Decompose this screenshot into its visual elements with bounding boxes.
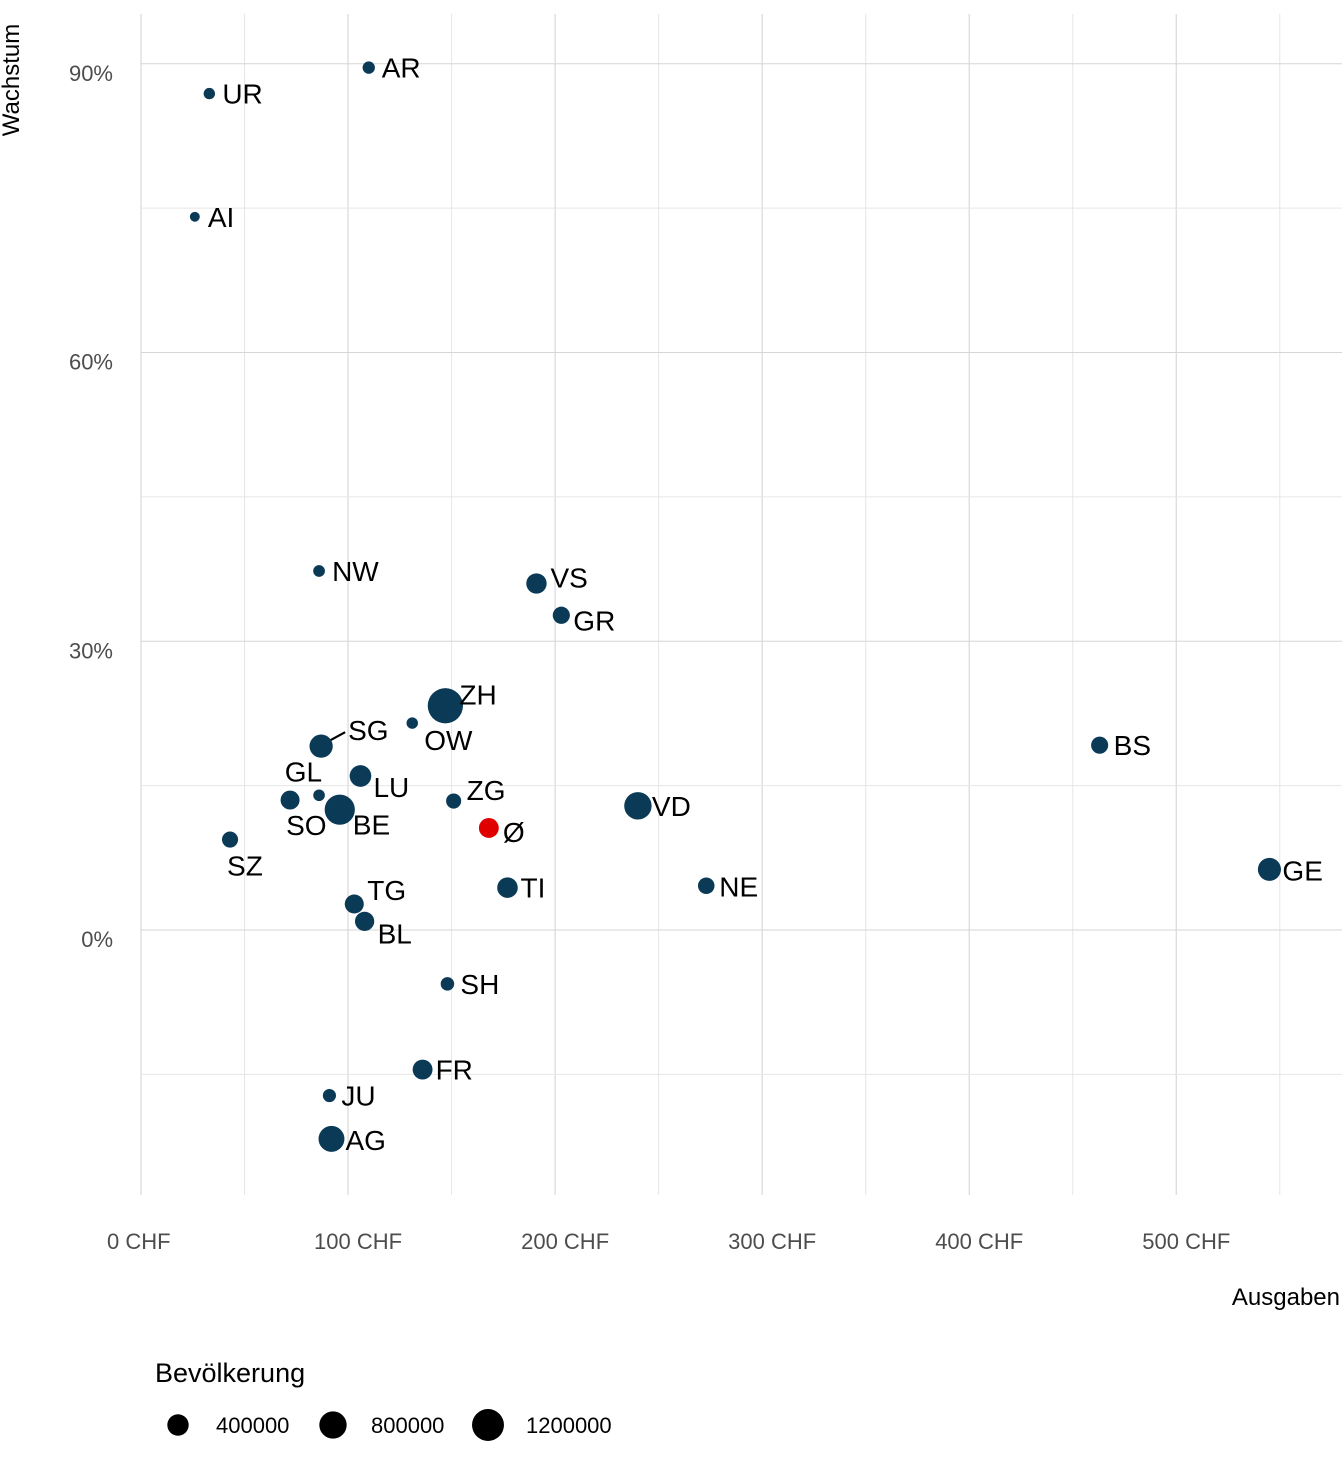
y-tick-label: 0%	[81, 927, 113, 952]
data-point-ai	[189, 211, 200, 222]
point-label-ow: OW	[424, 725, 473, 756]
point-label-be: BE	[353, 810, 390, 841]
x-tick-label: 0 CHF	[107, 1229, 171, 1254]
point-label-ne: NE	[719, 872, 758, 903]
data-point-bs	[1091, 736, 1109, 754]
legend-label: 800000	[371, 1413, 444, 1438]
data-point-ag	[318, 1125, 345, 1152]
y-tick-label: 60%	[69, 350, 113, 375]
legend-key	[319, 1411, 347, 1439]
point-label-lu: LU	[373, 772, 409, 803]
legend-items: 400000 800000 1200000	[167, 1409, 612, 1441]
data-point-fr	[412, 1059, 433, 1080]
size-legend: Bevölkerung 400000 800000 1200000	[155, 1358, 612, 1441]
point-label-ur: UR	[222, 79, 262, 110]
data-point-gl	[313, 789, 325, 802]
point-labels: AR UR AI NW VS GR ZH OW SG BS LU GL SO BE ZG VD Ø SZ TI NE G…	[208, 53, 1323, 1156]
point-label-fr: FR	[436, 1055, 473, 1086]
data-point-ne	[697, 877, 715, 895]
x-tick-label: 300 CHF	[728, 1229, 816, 1254]
data-point-ar	[362, 61, 375, 74]
data-point-sh	[440, 977, 455, 991]
point-label-gl: GL	[285, 756, 322, 787]
grid	[140, 14, 1342, 1195]
point-label-ar: AR	[382, 53, 421, 84]
point-label-zg: ZG	[467, 775, 506, 806]
point-label-ju: JU	[341, 1081, 375, 1112]
y-tick-label: 90%	[69, 61, 113, 86]
data-point-ow	[406, 717, 418, 729]
data-point-ur	[203, 87, 216, 100]
point-label-vs: VS	[550, 563, 587, 594]
data-point-zh	[427, 688, 463, 724]
y-tick-label: 30%	[69, 638, 113, 663]
point-label-bs: BS	[1114, 730, 1151, 761]
point-label-sz: SZ	[227, 851, 263, 882]
point-label-gr: GR	[573, 605, 615, 636]
data-point-sz	[221, 831, 239, 848]
data-point-bl	[354, 911, 375, 931]
legend-label: 1200000	[526, 1413, 612, 1438]
x-axis-title: Ausgaben	[1232, 1284, 1340, 1311]
point-label-tg: TG	[367, 875, 406, 906]
data-point-vs	[526, 573, 547, 594]
legend-key	[167, 1414, 189, 1436]
point-label-sh: SH	[460, 969, 499, 1000]
data-point-be	[324, 794, 355, 825]
data-point-zg	[446, 793, 462, 809]
data-point-ti	[497, 877, 518, 898]
data-point-sg	[309, 734, 333, 758]
average-point	[478, 818, 499, 838]
point-label-ge: GE	[1282, 855, 1322, 886]
x-tick-label: 500 CHF	[1142, 1229, 1230, 1254]
data-point-so	[280, 790, 300, 810]
legend-title: Bevölkerung	[155, 1358, 305, 1388]
x-tick-label: 100 CHF	[314, 1229, 402, 1254]
data-point-vd	[624, 792, 652, 820]
legend-label: 400000	[216, 1413, 289, 1438]
data-point-tg	[344, 894, 364, 914]
data-point-nw	[313, 565, 325, 577]
x-tick-label: 400 CHF	[935, 1229, 1023, 1254]
point-label-so: SO	[286, 810, 326, 841]
point-label-ai: AI	[208, 202, 234, 233]
y-axis-title: Wachstum	[0, 24, 25, 136]
legend-key	[472, 1409, 504, 1441]
axis-ticks: 0 CHF 100 CHF 200 CHF 300 CHF 400 CHF 500 CHF…	[69, 61, 1230, 1254]
point-label-ti: TI	[520, 873, 545, 904]
point-label-ag: AG	[345, 1125, 385, 1156]
data-point-gr	[552, 606, 570, 624]
point-label-vd: VD	[652, 791, 691, 822]
point-label-nw: NW	[332, 556, 379, 587]
data-point-lu	[349, 765, 372, 787]
average-label: Ø	[503, 817, 525, 848]
x-tick-label: 200 CHF	[521, 1229, 609, 1254]
data-point-ge	[1257, 857, 1281, 881]
data-point-ju	[322, 1088, 336, 1103]
point-label-zh: ZH	[459, 680, 496, 711]
point-label-sg: SG	[348, 715, 388, 746]
data-points	[189, 61, 1281, 1152]
point-label-bl: BL	[378, 918, 412, 949]
